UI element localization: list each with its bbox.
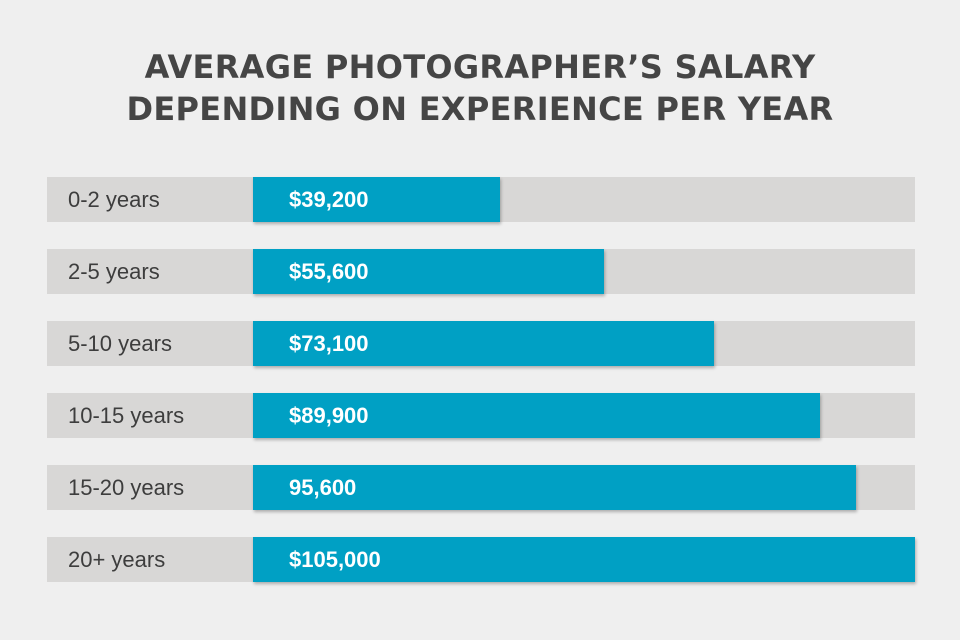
bar-track-20-plus-years: $105,000: [253, 537, 915, 582]
bar-value-label-5-10-years: $73,100: [289, 331, 369, 356]
bar-row-2-5-years: 2-5 years $55,600: [47, 249, 915, 294]
bar-value-label-10-15-years: $89,900: [289, 403, 369, 428]
bar-row-15-20-years: 15-20 years 95,600: [47, 465, 915, 510]
bar-value-label-15-20-years: 95,600: [289, 475, 357, 500]
bar-track-5-10-years: $73,100: [253, 321, 915, 366]
category-label-15-20-years: 15-20 years: [68, 475, 185, 500]
chart-title: AVERAGE PHOTOGRAPHER’S SALARY DEPENDING …: [0, 46, 960, 130]
bar-15-20-years: 95,600: [253, 465, 856, 510]
category-label-20-plus-years: 20+ years: [68, 547, 166, 572]
bar-track-10-15-years: $89,900: [253, 393, 915, 438]
category-label-10-15-years: 10-15 years: [68, 403, 185, 428]
bar-row-0-2-years: 0-2 years $39,200: [47, 177, 915, 222]
category-label-2-5-years: 2-5 years: [68, 259, 160, 284]
bar-value-label-20-plus-years: $105,000: [289, 547, 381, 572]
bar-row-20-plus-years: 20+ years $105,000: [47, 537, 915, 582]
bar-0-2-years: $39,200: [253, 177, 500, 222]
bar-row-10-15-years: 10-15 years $89,900: [47, 393, 915, 438]
bar-2-5-years: $55,600: [253, 249, 604, 294]
category-label-0-2-years: 0-2 years: [68, 187, 160, 212]
bar-value-label-0-2-years: $39,200: [289, 187, 369, 212]
bar-10-15-years: $89,900: [253, 393, 820, 438]
chart-title-line-1: AVERAGE PHOTOGRAPHER’S SALARY: [144, 48, 816, 86]
bar-20-plus-years: $105,000: [253, 537, 915, 582]
bar-track-0-2-years: $39,200: [253, 177, 915, 222]
bar-track-2-5-years: $55,600: [253, 249, 915, 294]
category-label-5-10-years: 5-10 years: [68, 331, 172, 356]
chart-title-line-2: DEPENDING ON EXPERIENCE PER YEAR: [126, 90, 834, 128]
bar-5-10-years: $73,100: [253, 321, 714, 366]
bar-track-15-20-years: 95,600: [253, 465, 915, 510]
bar-value-label-2-5-years: $55,600: [289, 259, 369, 284]
bar-row-5-10-years: 5-10 years $73,100: [47, 321, 915, 366]
